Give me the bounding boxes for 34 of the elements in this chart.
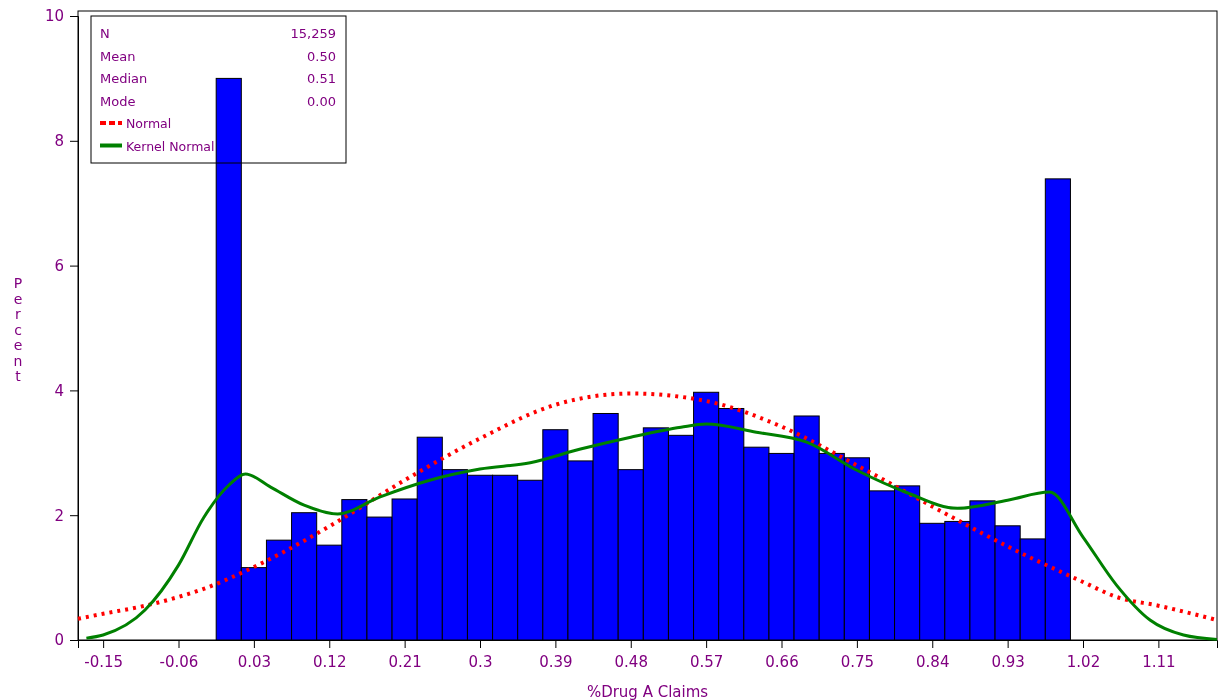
y-tick-label: 10 — [44, 7, 64, 26]
x-tick-label: 1.11 — [1142, 652, 1176, 671]
x-tick-label: 0.21 — [388, 652, 422, 671]
x-tick-label: 0.48 — [614, 652, 648, 671]
y-tick-label: 0 — [54, 631, 64, 650]
x-axis-title: %Drug A Claims — [586, 683, 709, 700]
annotation: 15,259 — [290, 26, 336, 41]
y-tick-label: 2 — [54, 506, 64, 525]
annotation: 0.00 — [307, 93, 336, 109]
y-tick-label: 6 — [54, 256, 64, 275]
annotation: Mode — [100, 93, 136, 109]
x-tick-label: 0.66 — [765, 652, 799, 671]
x-tick-label: 0.84 — [916, 652, 950, 671]
annotation: Median — [100, 71, 148, 86]
y-tick-label: 4 — [54, 381, 64, 400]
x-tick-label: 0.57 — [689, 652, 724, 671]
x-tick-label: 1.02 — [1066, 652, 1101, 671]
x-tick-label: 0.93 — [991, 652, 1025, 671]
x-tick-label: 0.03 — [237, 652, 272, 671]
x-tick-label: -0.15 — [84, 652, 124, 671]
annotation: 0.51 — [307, 71, 336, 86]
x-tick-label: 0.75 — [840, 652, 875, 671]
y-axis-title: Percent — [13, 275, 23, 384]
annotation: Mean — [100, 48, 136, 64]
x-tick-label: -0.06 — [159, 652, 199, 671]
legend-label: Normal — [126, 116, 172, 131]
x-tick-label: 0.39 — [539, 652, 573, 671]
line-series — [84, 422, 1219, 641]
x-tick-label: 0.3 — [468, 652, 493, 671]
annotation: 0.50 — [307, 48, 336, 64]
y-tick-label: 8 — [54, 132, 64, 151]
legend-label: Kernel Normal — [126, 138, 215, 154]
x-tick-label: 0.12 — [313, 652, 347, 671]
annotation: N — [100, 26, 110, 41]
